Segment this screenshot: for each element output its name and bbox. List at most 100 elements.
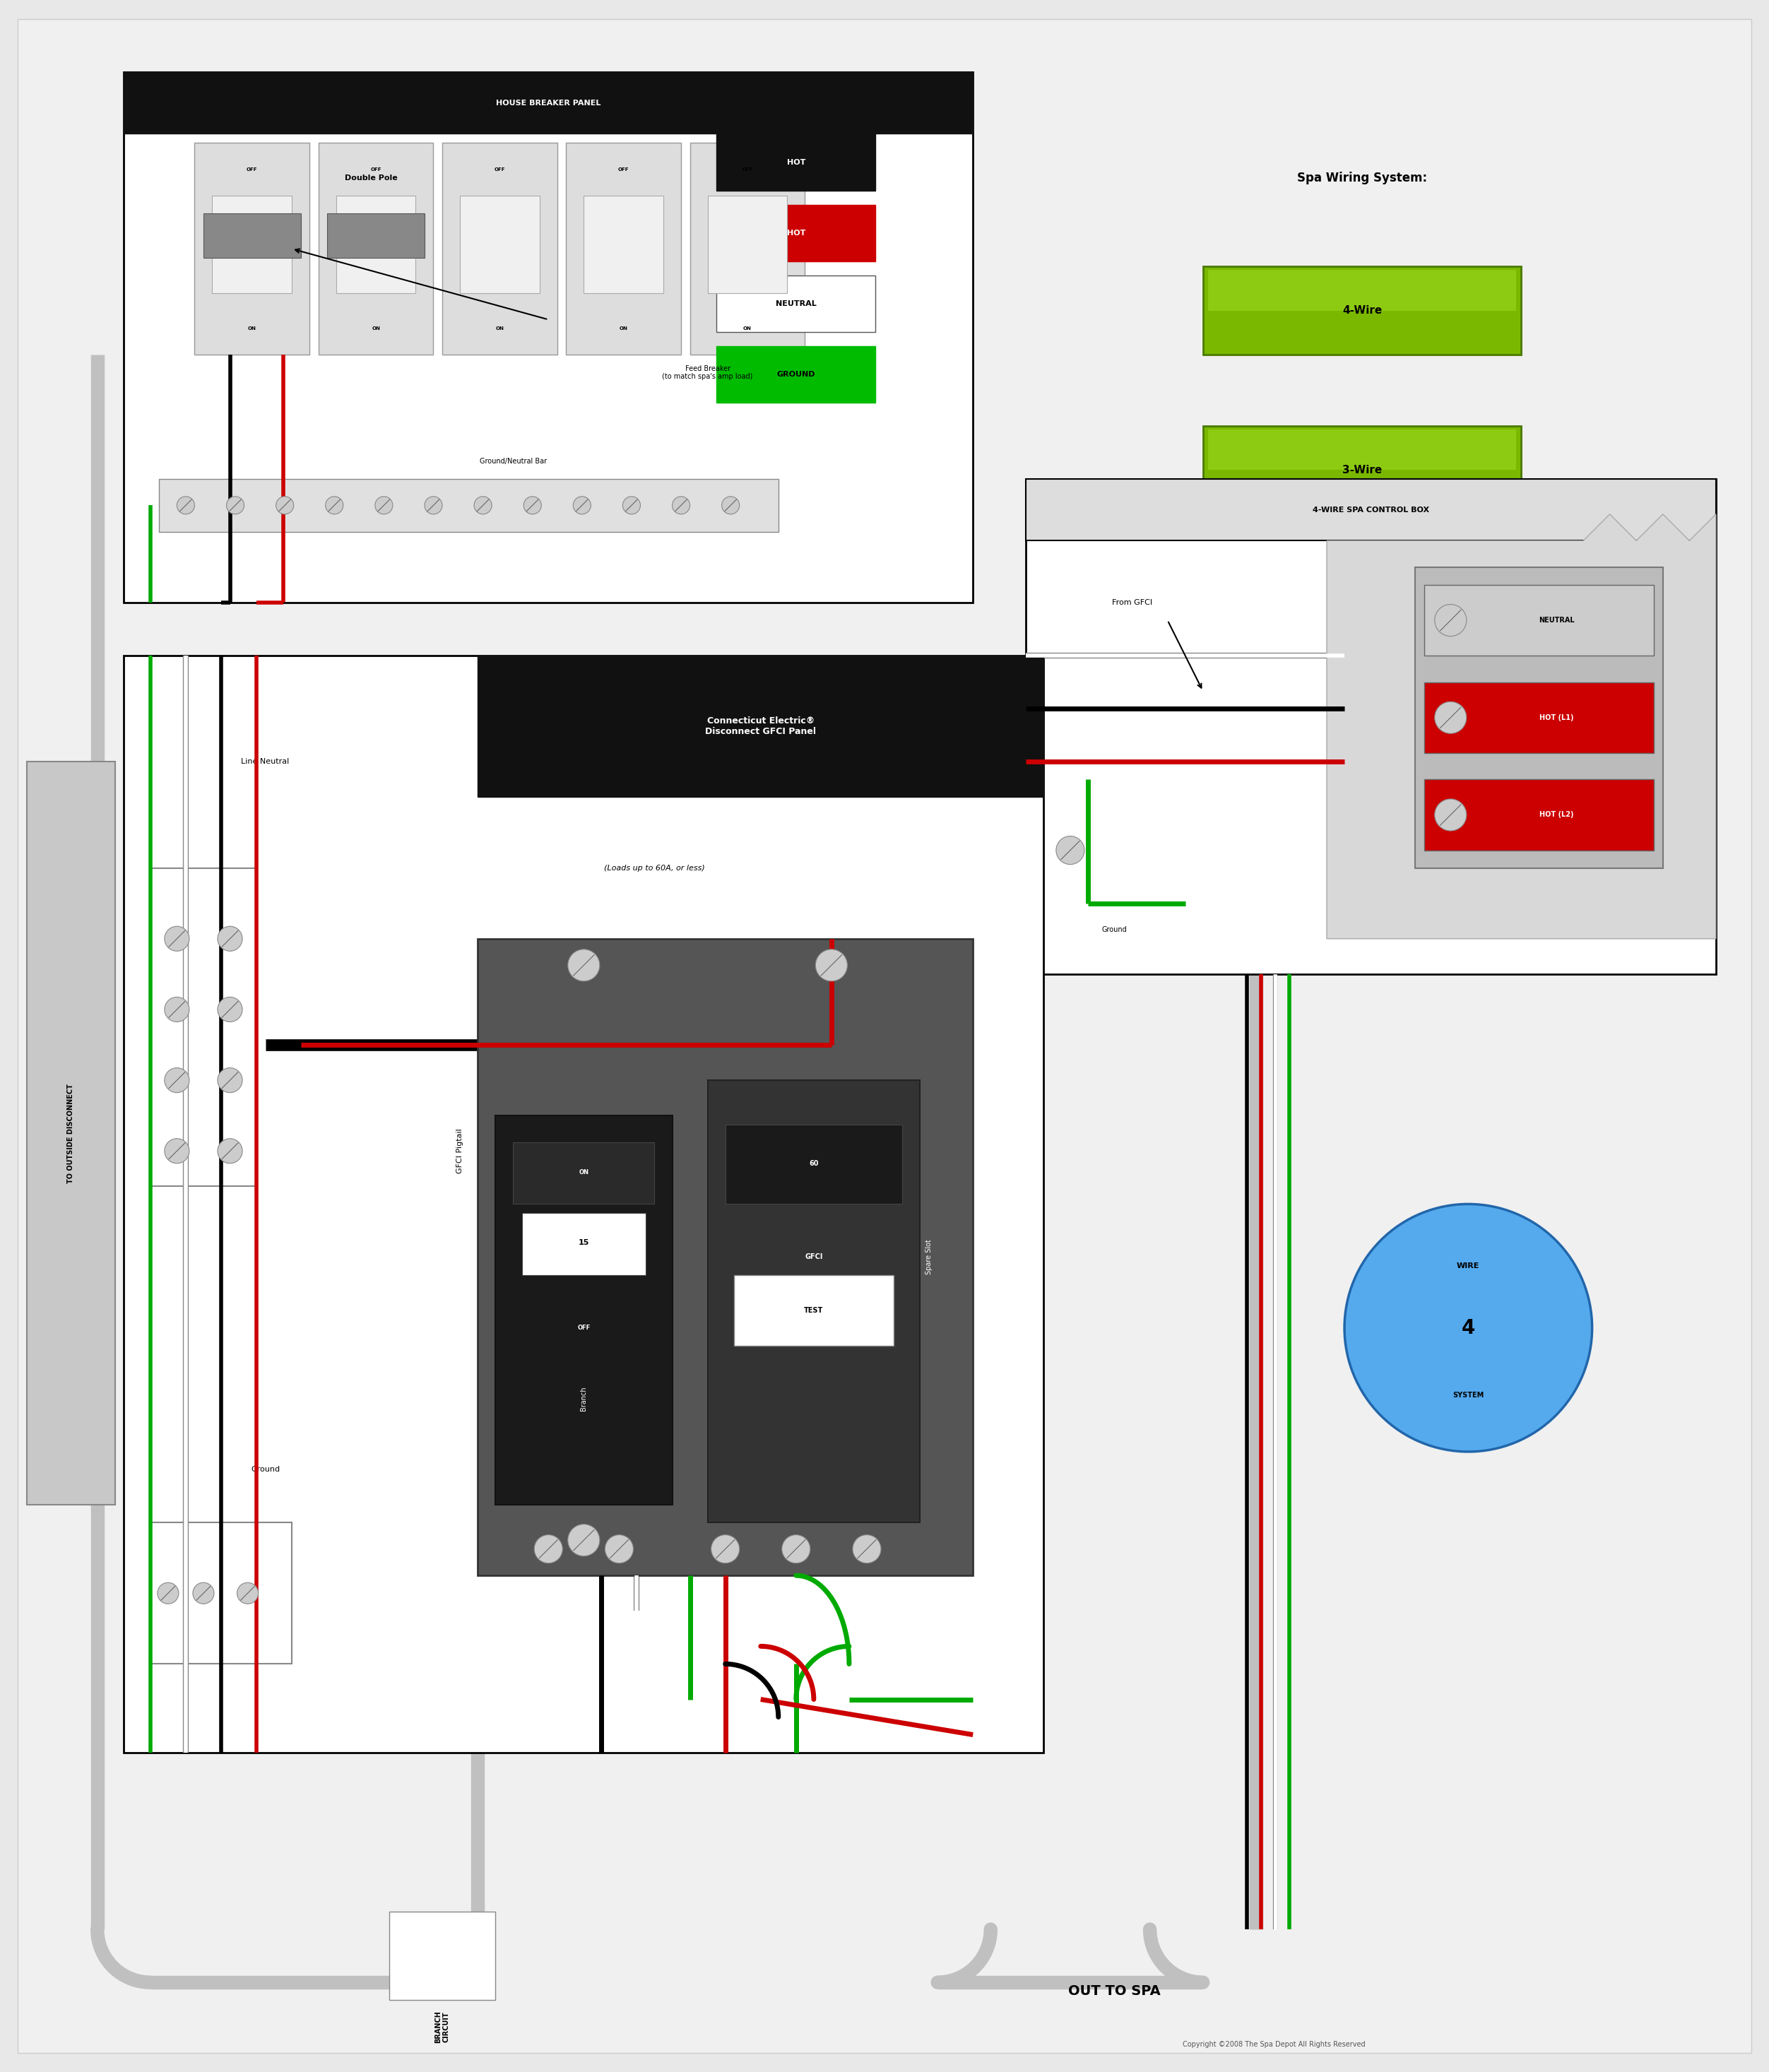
Text: OFF: OFF — [246, 168, 258, 172]
Text: HOUSE BREAKER PANEL: HOUSE BREAKER PANEL — [495, 99, 601, 106]
Circle shape — [218, 1140, 242, 1162]
Circle shape — [165, 997, 189, 1021]
Circle shape — [375, 497, 393, 514]
Text: ON: ON — [578, 1169, 589, 1175]
Bar — [1208, 429, 1516, 470]
Circle shape — [193, 1583, 214, 1604]
Bar — [495, 1115, 672, 1504]
Text: Branch: Branch — [580, 1386, 587, 1411]
Text: Line Neutral: Line Neutral — [241, 758, 290, 765]
Bar — [159, 479, 778, 533]
Text: Spare Slot: Spare Slot — [925, 1239, 932, 1274]
Text: ON: ON — [619, 325, 628, 332]
Bar — [1203, 267, 1521, 354]
Text: SYSTEM: SYSTEM — [1452, 1392, 1484, 1399]
Circle shape — [605, 1535, 633, 1562]
Circle shape — [165, 1067, 189, 1092]
Text: GROUND: GROUND — [777, 371, 816, 377]
Text: 60: 60 — [808, 1160, 819, 1167]
Circle shape — [1435, 605, 1467, 636]
Circle shape — [672, 497, 690, 514]
Bar — [522, 1212, 646, 1274]
Circle shape — [276, 497, 294, 514]
Circle shape — [177, 497, 195, 514]
Bar — [716, 135, 876, 191]
Text: NEUTRAL: NEUTRAL — [1539, 617, 1574, 624]
Bar — [150, 1523, 292, 1664]
Text: 4-WIRE SPA CONTROL BOX: 4-WIRE SPA CONTROL BOX — [1313, 506, 1429, 514]
Bar — [336, 195, 416, 292]
Circle shape — [218, 1067, 242, 1092]
Circle shape — [722, 497, 739, 514]
Bar — [478, 939, 973, 1575]
Text: ON: ON — [371, 325, 380, 332]
Text: 3-Wire: 3-Wire — [1343, 464, 1382, 474]
Text: 4-Wire: 4-Wire — [1343, 305, 1382, 317]
Bar — [690, 143, 805, 354]
Circle shape — [623, 497, 640, 514]
Circle shape — [573, 497, 591, 514]
Text: From GFCI: From GFCI — [1113, 599, 1152, 607]
Text: ON: ON — [495, 325, 504, 332]
Bar — [478, 655, 1044, 798]
Circle shape — [816, 949, 847, 982]
Circle shape — [711, 1535, 739, 1562]
Text: Feed Breaker
(to match spa's amp load): Feed Breaker (to match spa's amp load) — [662, 365, 754, 381]
Circle shape — [237, 1583, 258, 1604]
Text: Spa Wiring System:: Spa Wiring System: — [1297, 172, 1428, 184]
Text: OUT TO SPA: OUT TO SPA — [1068, 1985, 1160, 1997]
Circle shape — [524, 497, 541, 514]
Bar — [1424, 779, 1654, 850]
Bar — [124, 655, 1044, 1753]
Bar — [195, 143, 310, 354]
Bar — [203, 213, 301, 257]
Text: Connecticut Electric®
Disconnect GFCI Panel: Connecticut Electric® Disconnect GFCI Pa… — [706, 717, 816, 736]
Bar — [460, 195, 540, 292]
Bar — [708, 1080, 920, 1523]
Bar — [566, 143, 681, 354]
Text: Ground: Ground — [251, 1465, 280, 1473]
Circle shape — [325, 497, 343, 514]
Text: 15: 15 — [578, 1239, 589, 1247]
Text: NEUTRAL: NEUTRAL — [775, 300, 817, 307]
Circle shape — [1435, 800, 1467, 831]
Circle shape — [1435, 702, 1467, 733]
Circle shape — [226, 497, 244, 514]
Text: HOT: HOT — [787, 160, 805, 166]
Text: OFF: OFF — [577, 1324, 591, 1330]
Bar — [513, 1142, 655, 1204]
Circle shape — [218, 997, 242, 1021]
Bar — [1424, 682, 1654, 752]
Bar — [1415, 568, 1663, 868]
Bar — [1424, 584, 1654, 655]
Text: TEST: TEST — [805, 1307, 823, 1314]
Bar — [124, 73, 973, 603]
Text: ON: ON — [248, 325, 257, 332]
Bar — [124, 73, 973, 135]
Circle shape — [853, 1535, 881, 1562]
Text: WIRE: WIRE — [1458, 1262, 1479, 1270]
Circle shape — [1056, 837, 1084, 864]
Bar — [212, 195, 292, 292]
Bar — [150, 868, 257, 1187]
Bar — [327, 213, 425, 257]
Bar — [716, 346, 876, 402]
Bar — [716, 276, 876, 332]
Circle shape — [165, 1140, 189, 1162]
Text: GFCI: GFCI — [805, 1254, 823, 1260]
Circle shape — [568, 949, 600, 982]
Text: Ground/Neutral Bar: Ground/Neutral Bar — [479, 458, 547, 464]
Bar — [1203, 425, 1521, 514]
Polygon shape — [1327, 514, 1716, 939]
Text: BRANCH
CIRCUIT: BRANCH CIRCUIT — [435, 2010, 449, 2043]
Bar — [442, 143, 557, 354]
Text: ON: ON — [743, 325, 752, 332]
Bar — [734, 1274, 893, 1345]
Circle shape — [218, 926, 242, 951]
Circle shape — [782, 1535, 810, 1562]
Bar — [725, 1125, 902, 1204]
Bar — [708, 195, 787, 292]
Text: Copyright ©2008 The Spa Depot All Rights Reserved: Copyright ©2008 The Spa Depot All Rights… — [1182, 2041, 1366, 2047]
Bar — [1208, 269, 1516, 311]
Bar — [389, 1912, 495, 1999]
